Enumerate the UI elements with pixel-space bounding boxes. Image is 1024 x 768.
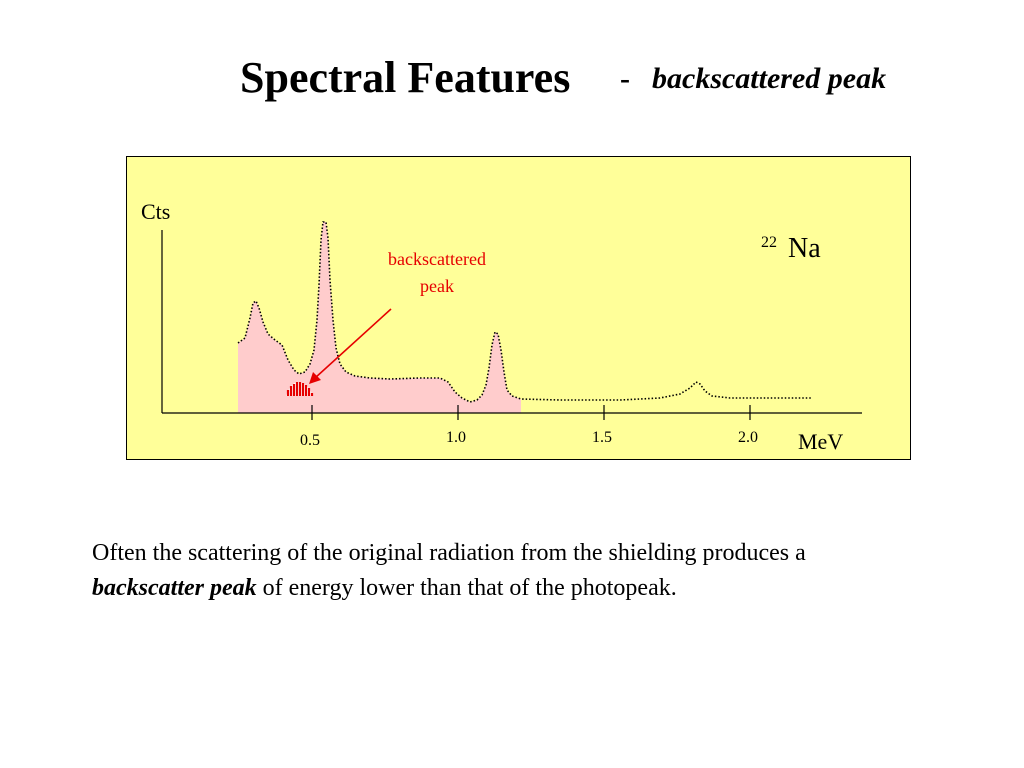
x-ticks: [311, 405, 751, 420]
body-line-2-rest: of energy lower than that of the photope…: [256, 575, 677, 601]
body-line-1: Often the scattering of the original rad…: [92, 540, 806, 566]
shaded-energy-region: [238, 222, 521, 413]
x-axis-label: MeV: [798, 429, 843, 454]
body-text: Often the scattering of the original rad…: [92, 536, 972, 606]
spectrum-diagram: 0.5 1.0 1.5 2.0 Cts MeV 22 Na backscattered…: [126, 156, 911, 460]
x-tick-labels: 0.5 1.0 1.5 2.0: [300, 429, 758, 449]
backscatter-hatch: [286, 382, 314, 396]
body-line-2: backscatter peak of energy lower than th…: [92, 571, 972, 606]
slide-title: Spectral Features: [240, 53, 571, 102]
x-tick-label: 1.5: [592, 429, 612, 446]
diagram-panel: [126, 156, 911, 460]
title-subtitle: backscattered peak: [652, 62, 887, 95]
title-dash: -: [620, 62, 630, 95]
annotation-label-line1: backscattered: [388, 249, 486, 269]
x-tick-label: 0.5: [300, 432, 320, 449]
isotope-mass-number: 22: [761, 234, 777, 251]
body-emphasis: backscatter peak: [92, 575, 257, 601]
x-tick-label: 1.0: [446, 429, 466, 446]
annotation-arrow: [309, 308, 392, 384]
isotope-symbol: Na: [788, 233, 821, 264]
y-axis-label: Cts: [141, 199, 170, 224]
annotation-label-line2: peak: [420, 276, 454, 296]
x-tick-label: 2.0: [738, 429, 758, 446]
